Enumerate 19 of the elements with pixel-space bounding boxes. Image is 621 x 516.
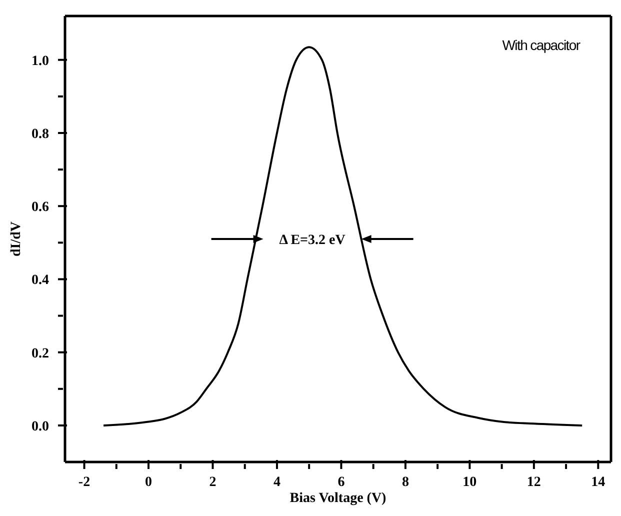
x-tick-label: -2 xyxy=(78,475,90,490)
x-tick-label: 8 xyxy=(402,475,409,490)
annotation: Δ E=3.2 eV xyxy=(279,233,346,248)
y-tick-label: 0.4 xyxy=(32,273,49,288)
x-tick-label: 12 xyxy=(526,475,541,490)
x-axis-title: Bias Voltage (V) xyxy=(290,491,387,506)
y-tick-label: 0.0 xyxy=(32,419,49,434)
x-tick-label: 4 xyxy=(273,475,280,490)
x-tick-label: 6 xyxy=(338,475,345,490)
x-tick-label: 2 xyxy=(209,475,216,490)
x-tick-label: 10 xyxy=(462,475,477,490)
y-axis-title: dI/dV xyxy=(8,221,24,257)
x-tick-label: 14 xyxy=(591,475,606,490)
x-tick-label: 0 xyxy=(145,475,152,490)
y-tick-label: 0.6 xyxy=(32,200,49,216)
y-tick-label: 0.8 xyxy=(32,126,49,142)
y-tick-label: 0.2 xyxy=(32,346,49,362)
y-tick-label: 1.0 xyxy=(32,54,49,69)
annotation: With capacitor xyxy=(502,37,581,53)
